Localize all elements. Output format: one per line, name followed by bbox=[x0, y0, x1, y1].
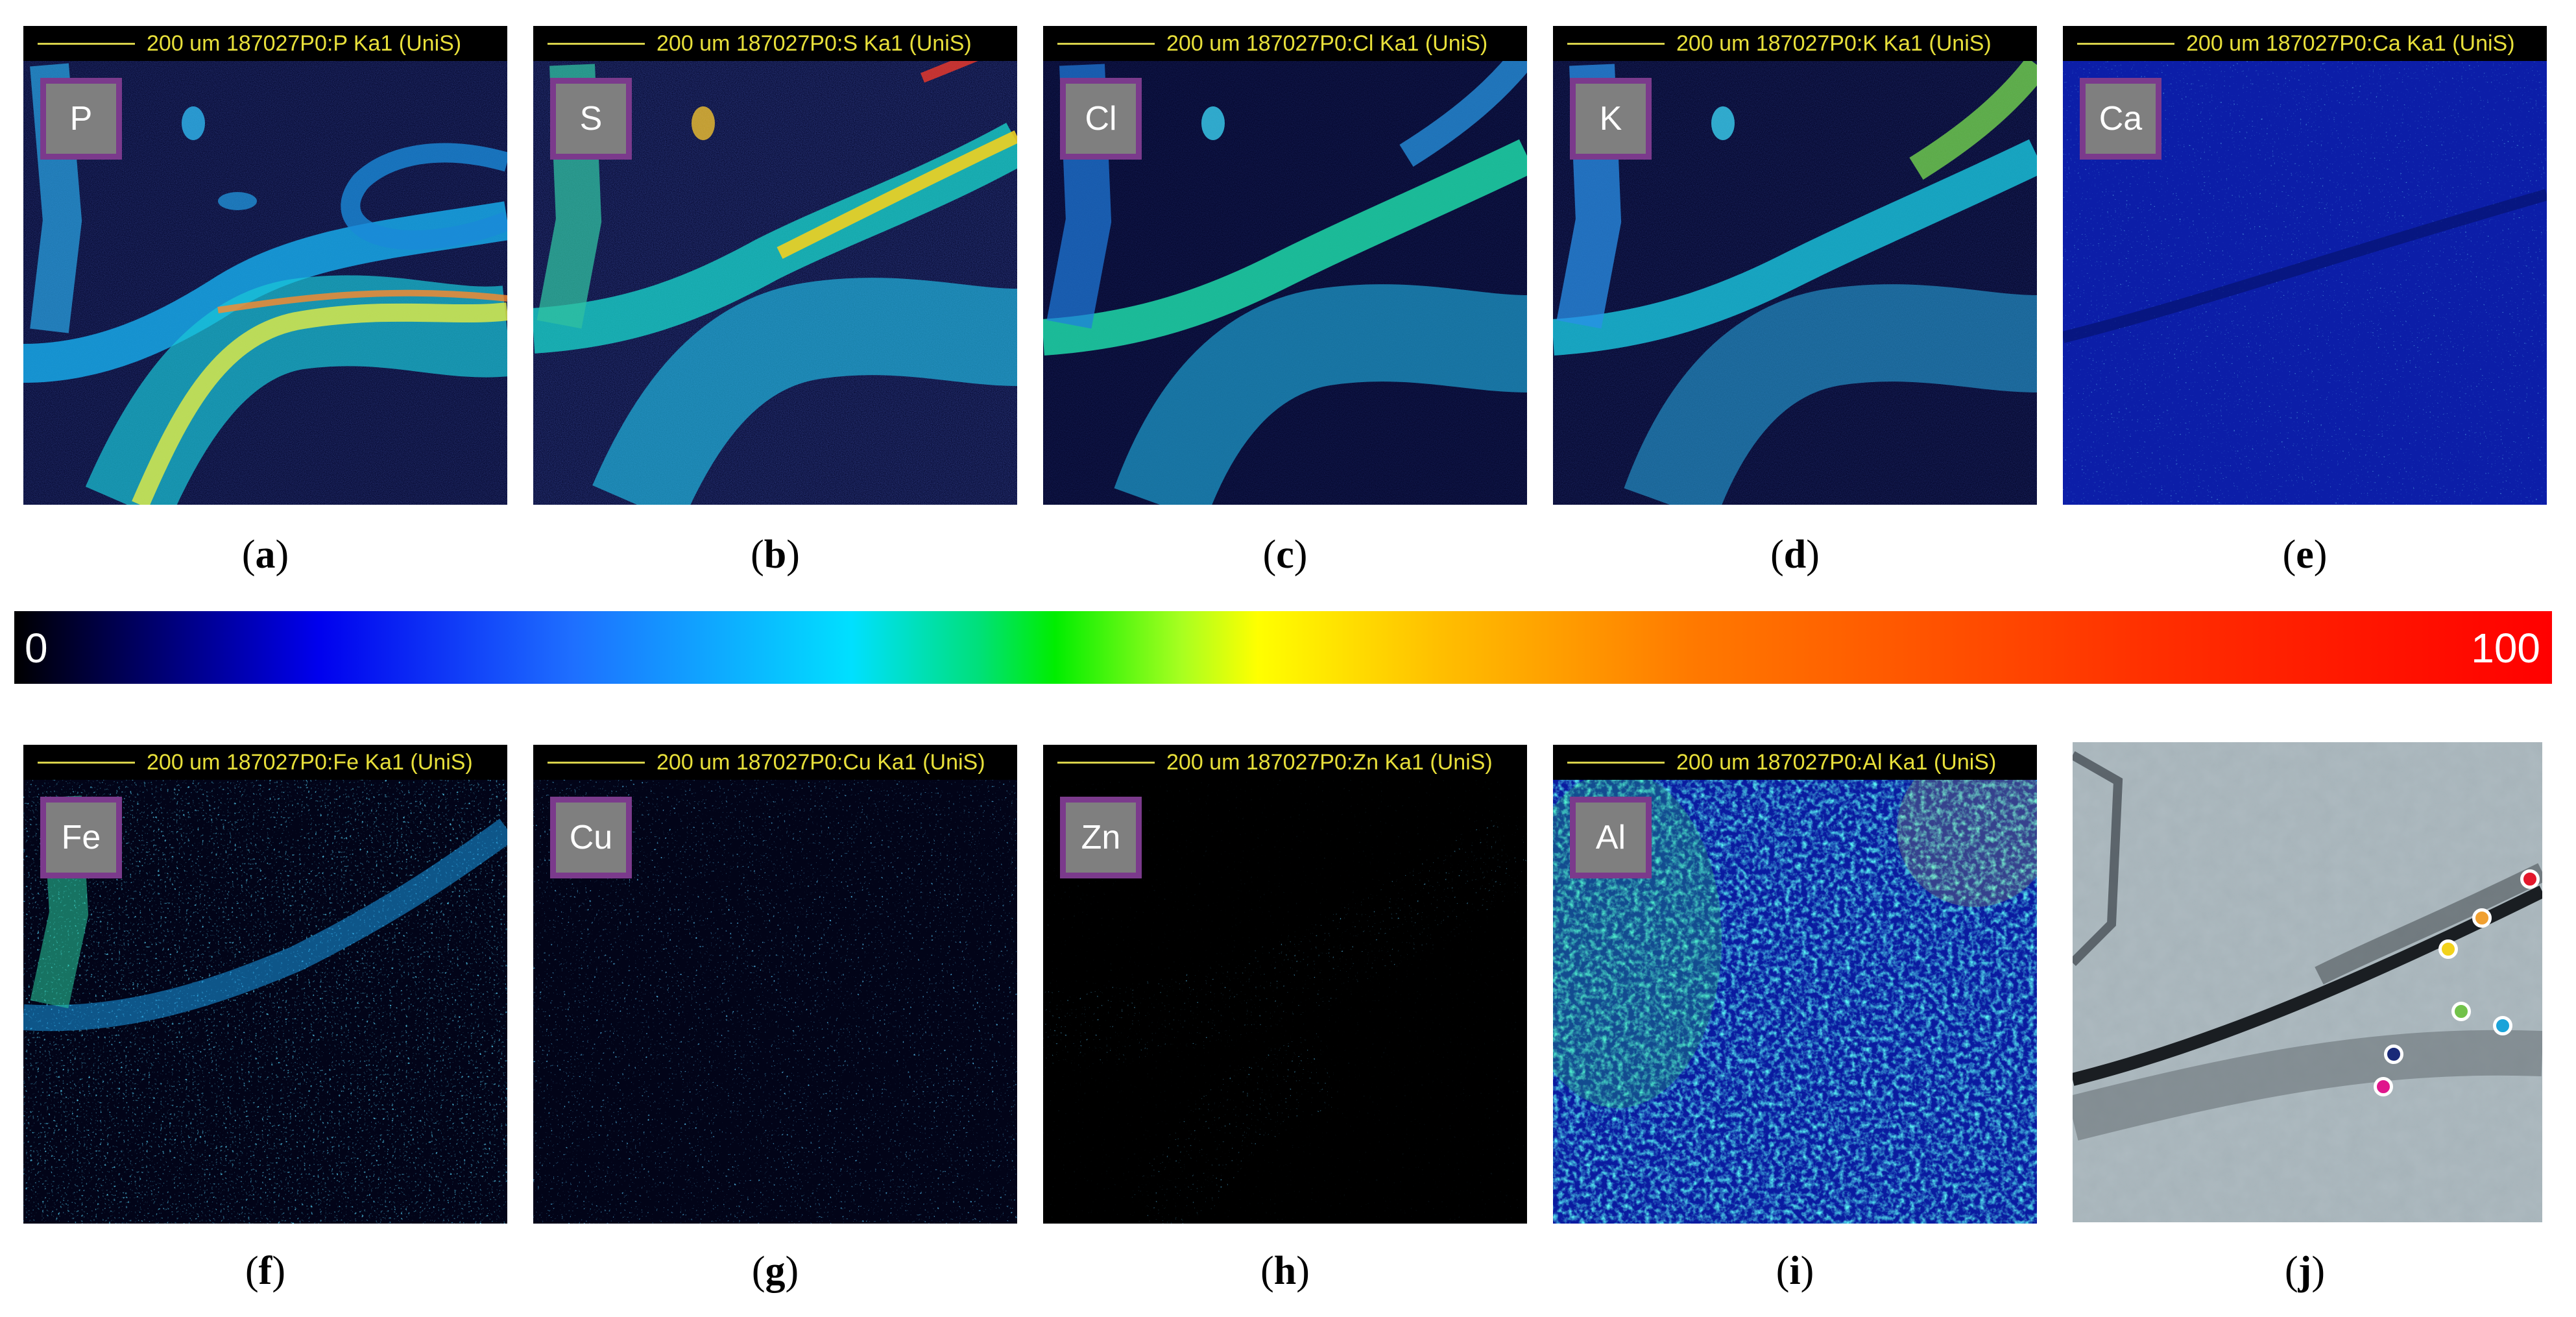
caption-h: (h) bbox=[1260, 1249, 1310, 1293]
scale-bar bbox=[1567, 42, 1665, 45]
scale-bar bbox=[2077, 42, 2174, 45]
potassium-map-image bbox=[1553, 26, 2037, 505]
scale-bar bbox=[38, 761, 135, 764]
element-label: Zn bbox=[1060, 797, 1142, 878]
caption-g: (g) bbox=[751, 1249, 799, 1293]
map-header: 200 um 187027P0:Ca Ka1 (UniS) bbox=[2063, 26, 2547, 61]
caption-a: (a) bbox=[241, 533, 289, 577]
map-header: 200 um 187027P0:Al Ka1 (UniS) bbox=[1553, 745, 2037, 780]
scale-bar bbox=[548, 42, 645, 45]
map-header: 200 um 187027P0:P Ka1 (UniS) bbox=[23, 26, 507, 61]
color-scale-max-label: 100 bbox=[2471, 625, 2540, 671]
element-label: S bbox=[550, 78, 632, 160]
sulfur-map-image bbox=[533, 26, 1017, 505]
element-label: P bbox=[40, 78, 122, 160]
map-panel-cu: 200 um 187027P0:Cu Ka1 (UniS) Cu bbox=[533, 745, 1017, 1224]
marker-navy bbox=[2384, 1045, 2403, 1064]
marker-green bbox=[2451, 1002, 2471, 1021]
map-panel-zn: 200 um 187027P0:Zn Ka1 (UniS) Zn bbox=[1043, 745, 1527, 1224]
map-header: 200 um 187027P0:Cu Ka1 (UniS) bbox=[533, 745, 1017, 780]
element-label: Cu bbox=[550, 797, 632, 878]
element-label: Ca bbox=[2080, 78, 2161, 160]
chlorine-map-image bbox=[1043, 26, 1527, 505]
iron-map-image bbox=[23, 745, 507, 1224]
marker-magenta bbox=[2374, 1077, 2393, 1096]
element-label: Cl bbox=[1060, 78, 1142, 160]
map-panel-p: 200 um 187027P0:P Ka1 (UniS) P bbox=[23, 26, 507, 505]
map-header-text: 200 um 187027P0:K Ka1 (UniS) bbox=[1676, 30, 1992, 56]
map-panel-fe: 200 um 187027P0:Fe Ka1 (UniS) Fe bbox=[23, 745, 507, 1224]
map-header-text: 200 um 187027P0:Al Ka1 (UniS) bbox=[1676, 749, 1997, 775]
map-panel-cl: 200 um 187027P0:Cl Ka1 (UniS) Cl bbox=[1043, 26, 1527, 505]
marker-orange bbox=[2472, 908, 2492, 928]
color-scale-bar: 0 100 bbox=[14, 611, 2552, 684]
map-header-text: 200 um 187027P0:P Ka1 (UniS) bbox=[147, 30, 462, 56]
map-panel-s: 200 um 187027P0:S Ka1 (UniS) S bbox=[533, 26, 1017, 505]
scale-bar bbox=[548, 761, 645, 764]
scale-bar bbox=[1567, 761, 1665, 764]
caption-b: (b) bbox=[751, 533, 800, 577]
map-header: 200 um 187027P0:K Ka1 (UniS) bbox=[1553, 26, 2037, 61]
marker-red bbox=[2520, 869, 2540, 889]
caption-f: (f) bbox=[245, 1249, 285, 1293]
element-label: K bbox=[1570, 78, 1652, 160]
caption-e: (e) bbox=[2282, 533, 2328, 577]
caption-c: (c) bbox=[1262, 533, 1308, 577]
scale-bar bbox=[1057, 42, 1155, 45]
map-header: 200 um 187027P0:Zn Ka1 (UniS) bbox=[1043, 745, 1527, 780]
map-header: 200 um 187027P0:Fe Ka1 (UniS) bbox=[23, 745, 507, 780]
caption-i: (i) bbox=[1776, 1249, 1814, 1293]
map-panel-k: 200 um 187027P0:K Ka1 (UniS) K bbox=[1553, 26, 2037, 505]
marker-yellow bbox=[2438, 939, 2458, 959]
aluminum-map-image bbox=[1553, 745, 2037, 1224]
map-header-text: 200 um 187027P0:Zn Ka1 (UniS) bbox=[1166, 749, 1493, 775]
optical-micrograph-image bbox=[2073, 742, 2542, 1222]
map-header-text: 200 um 187027P0:S Ka1 (UniS) bbox=[656, 30, 972, 56]
optical-image-panel bbox=[2073, 742, 2542, 1222]
map-header-text: 200 um 187027P0:Fe Ka1 (UniS) bbox=[147, 749, 473, 775]
map-header-text: 200 um 187027P0:Cu Ka1 (UniS) bbox=[656, 749, 985, 775]
map-header: 200 um 187027P0:S Ka1 (UniS) bbox=[533, 26, 1017, 61]
caption-d: (d) bbox=[1770, 533, 1820, 577]
scale-bar bbox=[1057, 761, 1155, 764]
copper-map-image bbox=[533, 745, 1017, 1224]
marker-cyan bbox=[2493, 1016, 2512, 1035]
caption-j: (j) bbox=[2285, 1249, 2325, 1293]
map-header-text: 200 um 187027P0:Ca Ka1 (UniS) bbox=[2186, 30, 2515, 56]
map-panel-al: 200 um 187027P0:Al Ka1 (UniS) Al bbox=[1553, 745, 2037, 1224]
color-scale-min-label: 0 bbox=[25, 625, 48, 671]
map-header: 200 um 187027P0:Cl Ka1 (UniS) bbox=[1043, 26, 1527, 61]
map-panel-ca: 200 um 187027P0:Ca Ka1 (UniS) Ca bbox=[2063, 26, 2547, 505]
map-header-text: 200 um 187027P0:Cl Ka1 (UniS) bbox=[1166, 30, 1488, 56]
scale-bar bbox=[38, 42, 135, 45]
element-label: Al bbox=[1570, 797, 1652, 878]
element-label: Fe bbox=[40, 797, 122, 878]
